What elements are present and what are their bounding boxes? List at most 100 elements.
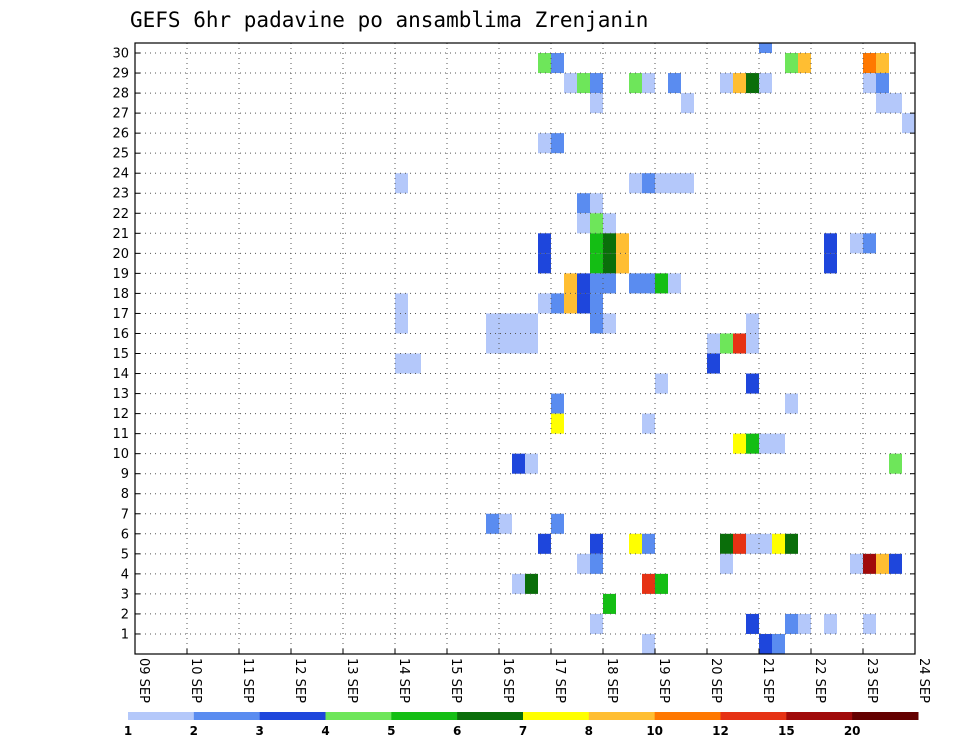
x-axis: 09 SEP 10 SEP 11 SEP 12 SEP 13 SEP 14 SEP 15 S… bbox=[134, 649, 931, 703]
precip-cell bbox=[668, 73, 681, 94]
y-tick-label: 30 bbox=[112, 47, 129, 62]
color-legend: 1 2 3 4 5 6 7 8 10 12 15 20 bbox=[124, 712, 919, 738]
x-tick-label: 12 SEP bbox=[292, 658, 307, 703]
precip-cell bbox=[642, 573, 655, 594]
precip-cell bbox=[642, 273, 655, 294]
legend-swatch bbox=[325, 712, 392, 720]
legend-swatch bbox=[852, 712, 919, 720]
precip-cell bbox=[642, 173, 655, 194]
precip-cell bbox=[551, 293, 564, 314]
precip-cell bbox=[850, 233, 863, 254]
y-tick-label: 24 bbox=[112, 167, 129, 182]
precip-cell bbox=[538, 293, 551, 314]
precip-cell bbox=[512, 313, 525, 334]
precip-cell bbox=[798, 53, 811, 74]
precip-cell bbox=[863, 613, 876, 634]
precip-cell bbox=[889, 553, 902, 574]
precip-cell bbox=[525, 313, 538, 334]
plot-frame bbox=[134, 42, 916, 655]
precip-cell bbox=[681, 93, 694, 114]
precip-cell bbox=[551, 393, 564, 414]
precip-cell bbox=[746, 533, 759, 554]
precip-cell bbox=[577, 193, 590, 214]
y-tick-label: 3 bbox=[121, 587, 129, 602]
precip-cell bbox=[395, 293, 408, 314]
precip-cell bbox=[629, 173, 642, 194]
legend-label: 8 bbox=[585, 724, 593, 738]
x-tick-label: 13 SEP bbox=[344, 658, 359, 703]
precip-cell bbox=[395, 313, 408, 334]
precip-cell bbox=[720, 553, 733, 574]
precip-cell bbox=[655, 273, 668, 294]
y-tick-label: 17 bbox=[112, 307, 129, 322]
y-tick-label: 19 bbox=[112, 267, 129, 282]
precip-cell bbox=[863, 233, 876, 254]
legend-label: 12 bbox=[712, 724, 729, 738]
precip-cell bbox=[863, 73, 876, 94]
precip-cell bbox=[707, 333, 720, 354]
legend-swatch bbox=[259, 712, 326, 720]
precip-cell bbox=[603, 213, 616, 234]
precip-cell bbox=[603, 593, 616, 614]
legend-swatch bbox=[193, 712, 261, 720]
y-tick-label: 9 bbox=[121, 467, 129, 482]
y-tick-label: 28 bbox=[112, 87, 129, 102]
precip-cell bbox=[499, 313, 512, 334]
precip-cell bbox=[395, 173, 408, 194]
precip-cell bbox=[772, 533, 785, 554]
y-tick-label: 22 bbox=[112, 207, 129, 222]
y-tick-label: 5 bbox=[121, 547, 129, 562]
precip-cell bbox=[746, 313, 759, 334]
x-tick-label: 16 SEP bbox=[500, 658, 515, 703]
precip-cell bbox=[486, 313, 499, 334]
y-tick-label: 2 bbox=[121, 607, 129, 622]
precip-cell bbox=[772, 433, 785, 454]
precip-cell bbox=[876, 73, 889, 94]
precip-cell bbox=[876, 93, 889, 114]
legend-swatch bbox=[391, 712, 458, 720]
precip-cell bbox=[681, 173, 694, 194]
precip-cell bbox=[824, 613, 837, 634]
precip-cell bbox=[746, 613, 759, 634]
legend-swatch bbox=[720, 712, 787, 720]
x-tick-label: 21 SEP bbox=[760, 658, 775, 703]
grid-layer bbox=[135, 43, 915, 654]
precip-cell bbox=[538, 133, 551, 154]
precip-cell bbox=[538, 253, 551, 274]
precip-cell bbox=[590, 273, 603, 294]
precip-cell bbox=[512, 333, 525, 354]
precip-cell bbox=[733, 433, 746, 454]
precip-cell bbox=[733, 333, 746, 354]
precip-cell bbox=[590, 93, 603, 114]
precip-cell bbox=[733, 533, 746, 554]
precip-cell bbox=[785, 53, 798, 74]
precip-cell bbox=[798, 613, 811, 634]
precip-cell bbox=[564, 273, 577, 294]
y-tick-label: 7 bbox=[121, 507, 129, 522]
x-tick-label: 19 SEP bbox=[656, 658, 671, 703]
precip-cell bbox=[655, 173, 668, 194]
precip-cell bbox=[538, 53, 551, 74]
y-tick-label: 15 bbox=[112, 347, 129, 362]
x-tick-label: 22 SEP bbox=[812, 658, 827, 703]
legend-label: 2 bbox=[190, 724, 198, 738]
precip-cell bbox=[629, 533, 642, 554]
legend-label: 10 bbox=[646, 724, 663, 738]
precip-cell bbox=[746, 433, 759, 454]
y-tick-label: 10 bbox=[112, 447, 129, 462]
precip-cell bbox=[733, 73, 746, 94]
precip-cell bbox=[590, 613, 603, 634]
precip-cell bbox=[759, 533, 772, 554]
precip-cell bbox=[538, 233, 551, 254]
legend-swatch bbox=[588, 712, 656, 720]
precip-cell bbox=[746, 333, 759, 354]
y-tick-label: 27 bbox=[112, 107, 129, 122]
precip-cell bbox=[603, 313, 616, 334]
precip-cell bbox=[759, 633, 772, 654]
precip-cell bbox=[642, 533, 655, 554]
x-tick-label: 18 SEP bbox=[604, 658, 619, 703]
legend-label: 4 bbox=[321, 724, 329, 738]
y-tick-label: 1 bbox=[121, 627, 129, 642]
precip-cell bbox=[590, 553, 603, 574]
